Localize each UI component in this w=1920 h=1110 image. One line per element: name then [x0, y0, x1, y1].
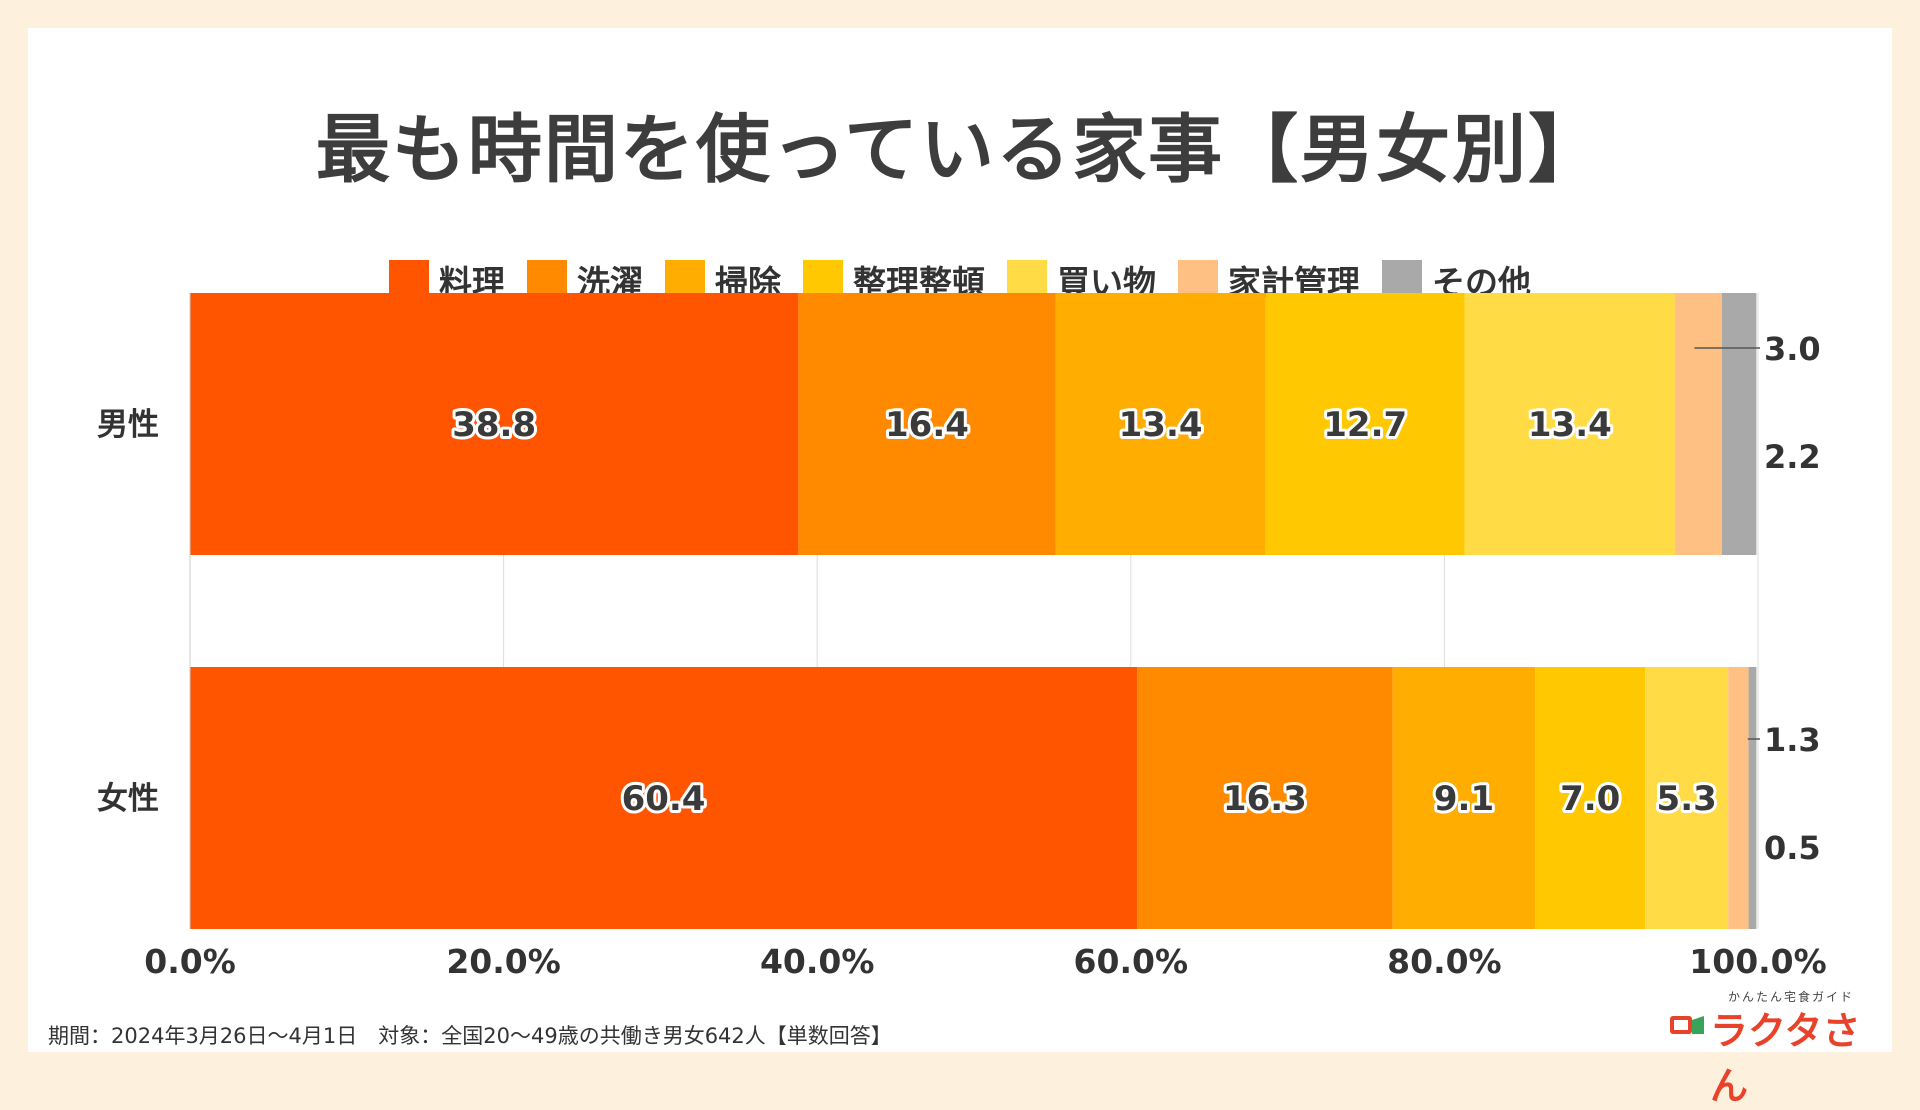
bar-segment [1137, 667, 1393, 929]
x-tick-label: 40.0% [760, 942, 875, 981]
category-label: 女性 [97, 781, 159, 817]
data-label: 38.8 [452, 405, 536, 445]
outside-data-label: 3.0 [1764, 330, 1821, 368]
x-tick-label: 20.0% [446, 942, 561, 981]
bar-segment [1721, 293, 1757, 555]
bar-segment [1748, 667, 1757, 929]
category-label: 男性 [97, 407, 159, 443]
x-tick-label: 60.0% [1074, 942, 1189, 981]
data-label: 5.3 [1657, 779, 1717, 819]
data-label: 13.4 [1119, 405, 1203, 445]
x-tick-label: 100.0% [1689, 942, 1826, 981]
logo-subtitle: かんたん宅食ガイド [1728, 990, 1855, 1004]
data-label: 60.4 [622, 779, 706, 819]
data-label: 12.7 [1323, 405, 1407, 445]
outside-data-label: 2.2 [1764, 438, 1821, 476]
x-tick-label: 0.0% [144, 942, 236, 981]
bar-segment [1535, 667, 1646, 929]
bar-segment [1265, 293, 1465, 555]
bar-segment [1674, 293, 1722, 555]
bar-segment [798, 293, 1056, 555]
data-label: 9.1 [1434, 779, 1494, 819]
data-label: 16.4 [885, 405, 969, 445]
data-label: 16.3 [1223, 779, 1307, 819]
lunchbox-icon [1670, 1016, 1704, 1034]
chart-title: 最も時間を使っている家事【男女別】 [315, 107, 1605, 193]
x-tick-label: 80.0% [1387, 942, 1502, 981]
footnote: 期間：2024年3月26日〜4月1日 対象：全国20〜49歳の共働き男女642人… [48, 1024, 892, 1048]
bar-segment [1055, 293, 1266, 555]
stacked-bar-chart: 0.0% 20.0% 40.0% 60.0% 80.0% 100.0% 男性 38.8 16.4… [97, 293, 1827, 981]
bar-segment [190, 667, 1138, 929]
data-label: 7.0 [1560, 779, 1620, 819]
bar-segment [1728, 667, 1749, 929]
bar-segment [1645, 667, 1729, 929]
outside-data-label: 0.5 [1764, 829, 1821, 867]
bar-segment [1392, 667, 1536, 929]
data-label: 13.4 [1528, 405, 1612, 445]
bar-segment [190, 293, 799, 555]
bar-segment [1464, 293, 1675, 555]
outside-data-label: 1.3 [1764, 721, 1821, 759]
